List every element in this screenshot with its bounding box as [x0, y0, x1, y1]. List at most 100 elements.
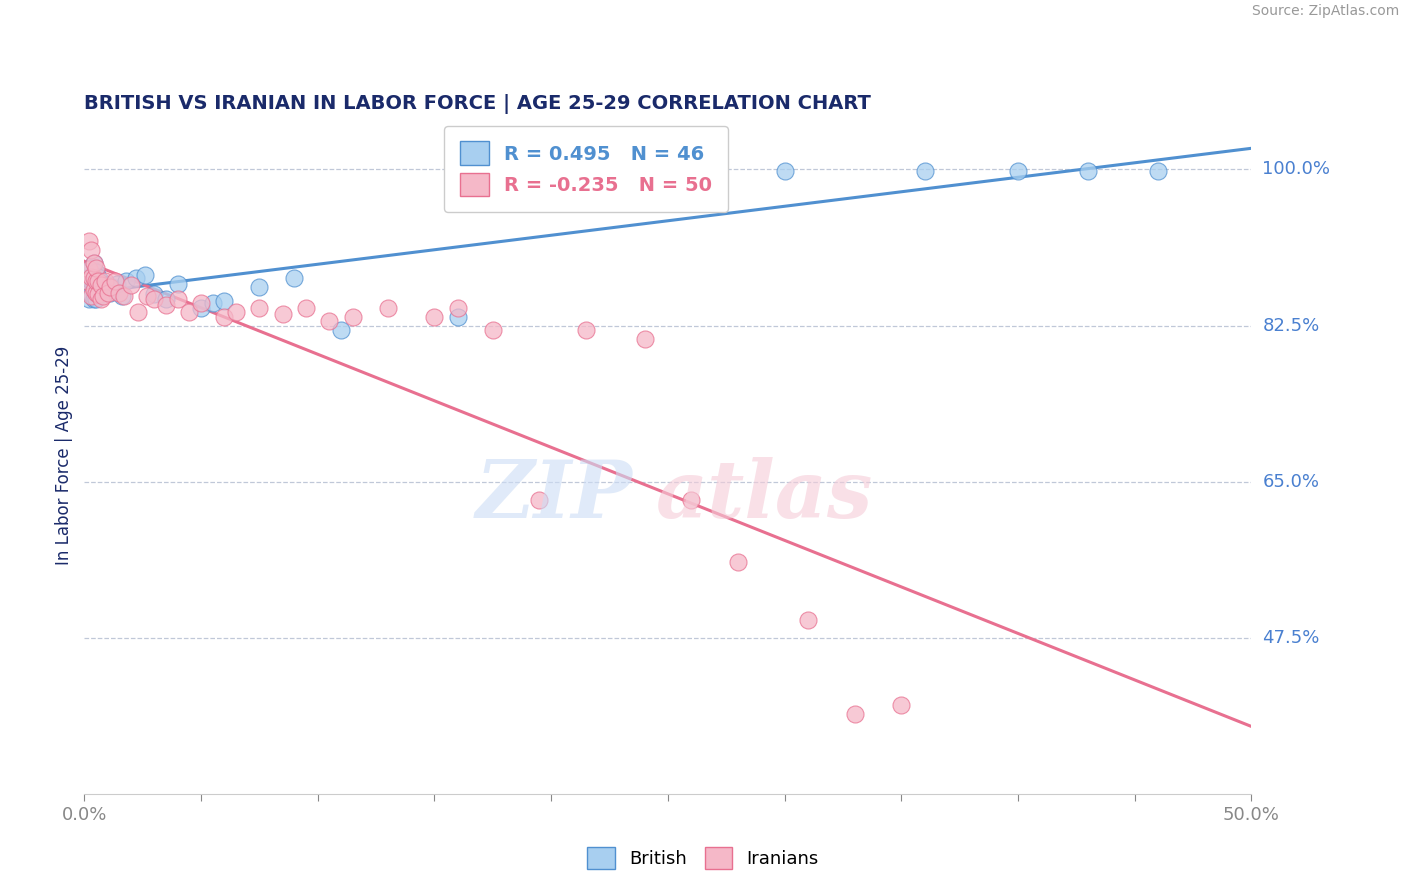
Point — [143, 287, 166, 301]
Point — [247, 280, 270, 294]
Point — [87, 278, 110, 293]
Point — [423, 310, 446, 324]
Point — [97, 278, 120, 293]
Point — [1077, 164, 1099, 178]
Point — [214, 294, 236, 309]
Point — [295, 301, 318, 315]
Point — [136, 289, 159, 303]
Point — [447, 310, 470, 324]
Point — [91, 287, 114, 301]
Point — [844, 706, 866, 721]
Point — [179, 305, 201, 319]
Point — [90, 292, 112, 306]
Point — [83, 256, 105, 270]
Point — [120, 278, 142, 293]
Point — [271, 307, 294, 321]
Point — [1147, 164, 1170, 178]
Point — [727, 555, 749, 569]
Point — [283, 271, 305, 285]
Point — [890, 698, 912, 712]
Point — [681, 164, 703, 178]
Point — [342, 310, 364, 324]
Point — [98, 285, 121, 300]
Point — [90, 285, 112, 300]
Point — [80, 269, 103, 284]
Point — [115, 274, 138, 288]
Point — [143, 292, 166, 306]
Point — [330, 323, 353, 337]
Legend: R = 0.495   N = 46, R = -0.235   N = 50: R = 0.495 N = 46, R = -0.235 N = 50 — [444, 126, 728, 212]
Text: Source: ZipAtlas.com: Source: ZipAtlas.com — [1251, 4, 1399, 19]
Point — [97, 285, 120, 300]
Point — [84, 260, 107, 275]
Point — [214, 310, 236, 324]
Point — [83, 271, 105, 285]
Text: 100.0%: 100.0% — [1263, 161, 1330, 178]
Point — [155, 292, 177, 306]
Point — [83, 283, 105, 297]
Point — [190, 296, 212, 310]
Point — [90, 274, 112, 288]
Point — [134, 268, 156, 282]
Point — [127, 305, 149, 319]
Point — [773, 164, 796, 178]
Point — [225, 305, 247, 319]
Point — [112, 289, 135, 303]
Point — [80, 287, 103, 301]
Point — [914, 164, 936, 178]
Point — [201, 296, 224, 310]
Legend: British, Iranians: British, Iranians — [578, 838, 828, 879]
Point — [105, 277, 128, 291]
Point — [111, 289, 134, 303]
Point — [83, 256, 105, 270]
Point — [529, 492, 551, 507]
Point — [98, 280, 121, 294]
Point — [76, 278, 98, 293]
Point — [83, 278, 105, 293]
Point — [84, 283, 107, 297]
Point — [190, 301, 212, 315]
Point — [797, 613, 820, 627]
Point — [91, 289, 114, 303]
Point — [87, 269, 110, 284]
Point — [87, 287, 110, 301]
Point — [80, 260, 103, 275]
Y-axis label: In Labor Force | Age 25-29: In Labor Force | Age 25-29 — [55, 345, 73, 565]
Point — [575, 323, 598, 337]
Point — [94, 283, 117, 297]
Point — [83, 292, 105, 306]
Point — [104, 274, 127, 288]
Point — [80, 243, 103, 257]
Point — [318, 314, 340, 328]
Point — [1007, 164, 1029, 178]
Point — [108, 285, 131, 300]
Point — [447, 301, 470, 315]
Point — [77, 262, 100, 277]
Point — [247, 301, 270, 315]
Point — [91, 277, 114, 291]
Point — [125, 271, 148, 285]
Point — [84, 292, 107, 306]
Point — [90, 278, 112, 293]
Point — [681, 492, 703, 507]
Point — [87, 274, 110, 288]
Point — [166, 292, 188, 306]
Point — [84, 274, 107, 288]
Point — [83, 269, 105, 284]
Point — [84, 265, 107, 279]
Text: 47.5%: 47.5% — [1263, 629, 1320, 647]
Point — [166, 277, 188, 291]
Point — [76, 274, 98, 288]
Point — [84, 285, 107, 300]
Point — [94, 274, 117, 288]
Text: 82.5%: 82.5% — [1263, 317, 1320, 334]
Point — [101, 280, 124, 294]
Point — [77, 269, 100, 284]
Point — [155, 298, 177, 312]
Text: 65.0%: 65.0% — [1263, 473, 1319, 491]
Point — [84, 274, 107, 288]
Point — [80, 274, 103, 288]
Text: ZIP: ZIP — [477, 457, 633, 534]
Point — [481, 323, 505, 337]
Point — [77, 234, 100, 248]
